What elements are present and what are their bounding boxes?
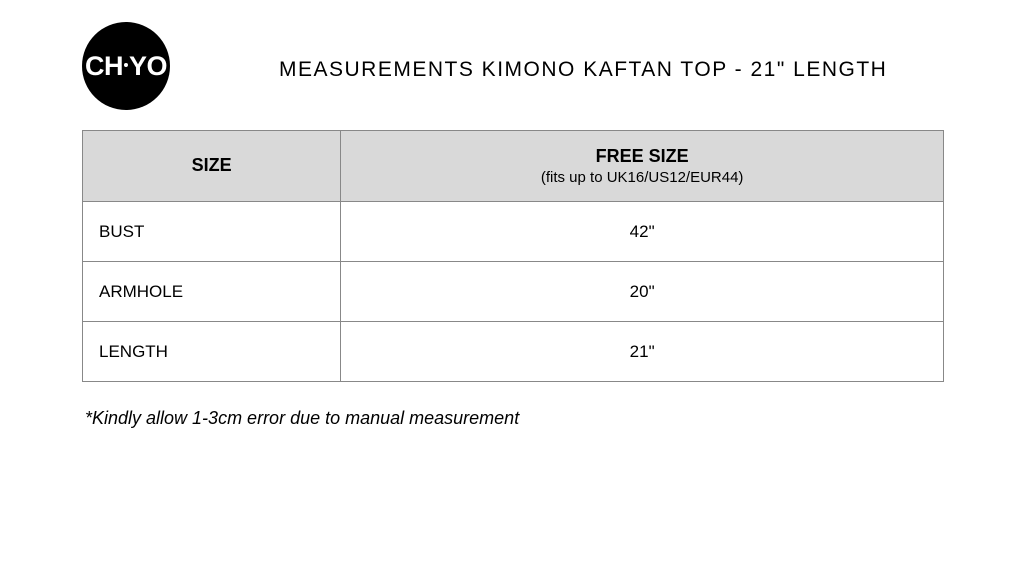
measurements-table: SIZE FREE SIZE (fits up to UK16/US12/EUR… (82, 130, 944, 382)
header-freesize-sub: (fits up to UK16/US12/EUR44) (541, 168, 744, 188)
header-size-label: SIZE (192, 154, 232, 177)
row-label: LENGTH (83, 322, 341, 382)
row-label: ARMHOLE (83, 262, 341, 322)
table-row: ARMHOLE 20" (83, 262, 944, 322)
table-row: BUST 42" (83, 202, 944, 262)
row-value: 20" (341, 262, 944, 322)
logo-text: CH YO (85, 51, 167, 82)
row-value: 42" (341, 202, 944, 262)
page-title: MEASUREMENTS KIMONO KAFTAN TOP - 21" LEN… (279, 58, 887, 82)
row-value: 21" (341, 322, 944, 382)
footnote: *Kindly allow 1-3cm error due to manual … (85, 408, 519, 429)
row-label: BUST (83, 202, 341, 262)
logo-text-left: CH (85, 51, 123, 82)
header-freesize-main: FREE SIZE (596, 145, 689, 168)
header-size: SIZE (83, 131, 341, 202)
logo-dot-icon (124, 63, 128, 67)
logo-text-right: YO (129, 51, 167, 82)
brand-logo: CH YO (82, 22, 170, 110)
header-freesize: FREE SIZE (fits up to UK16/US12/EUR44) (341, 131, 944, 202)
table-row: LENGTH 21" (83, 322, 944, 382)
